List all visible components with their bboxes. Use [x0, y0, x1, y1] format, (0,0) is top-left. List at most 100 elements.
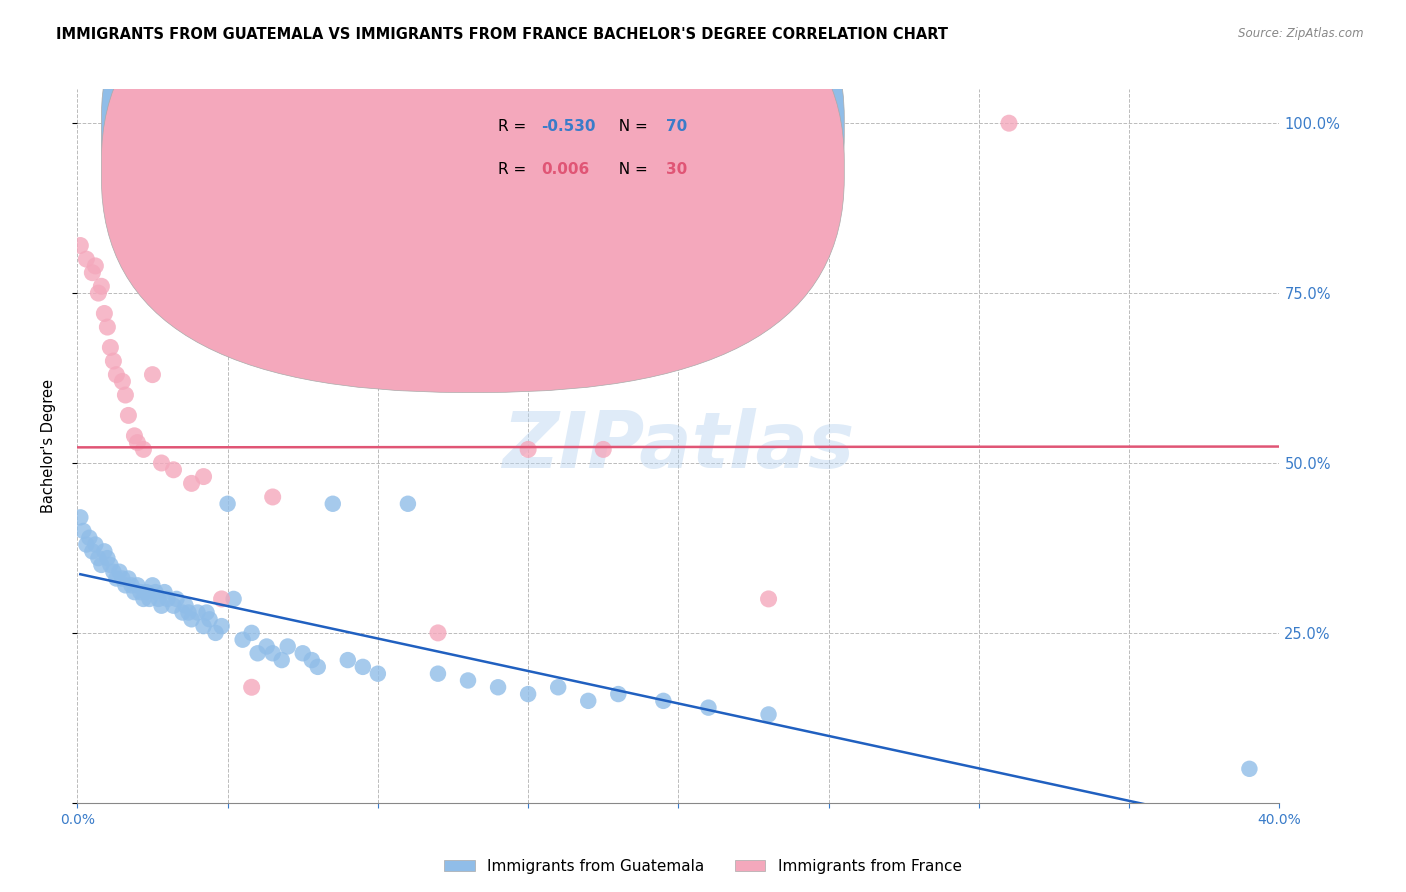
Point [141, 368, 163, 382]
Point [93, 306, 115, 320]
Point [758, 707, 780, 722]
Point [240, 626, 263, 640]
Point [120, 578, 142, 592]
Point [127, 435, 149, 450]
Point [72, 524, 94, 538]
Point [82, 266, 104, 280]
Point [90, 279, 112, 293]
Point [211, 619, 233, 633]
Point [87, 286, 110, 301]
Text: Source: ZipAtlas.com: Source: ZipAtlas.com [1239, 27, 1364, 40]
Point [352, 660, 374, 674]
Point [457, 673, 479, 688]
Point [75, 537, 97, 551]
Point [517, 442, 540, 457]
Point [79, 531, 101, 545]
Point [166, 591, 188, 606]
Point [517, 687, 540, 701]
Point [162, 463, 184, 477]
Point [111, 572, 134, 586]
Text: IMMIGRANTS FROM GUATEMALA VS IMMIGRANTS FROM FRANCE BACHELOR'S DEGREE CORRELATIO: IMMIGRANTS FROM GUATEMALA VS IMMIGRANTS … [56, 27, 948, 42]
Point [396, 497, 419, 511]
Point [93, 544, 115, 558]
Point [211, 591, 233, 606]
Point [697, 700, 720, 714]
Text: ZIPatlas: ZIPatlas [502, 408, 855, 484]
Point [177, 606, 200, 620]
Point [150, 599, 173, 613]
Point [105, 572, 128, 586]
Point [82, 544, 104, 558]
Point [486, 680, 509, 694]
Point [84, 537, 107, 551]
Point [174, 599, 197, 613]
Point [117, 409, 139, 423]
Point [148, 591, 170, 606]
Point [193, 469, 215, 483]
Text: N =: N = [609, 162, 652, 177]
Point [105, 368, 128, 382]
Point [240, 680, 263, 694]
Point [262, 490, 284, 504]
Point [103, 565, 125, 579]
Point [277, 640, 299, 654]
Point [90, 558, 112, 572]
Text: N =: N = [609, 120, 652, 134]
Point [270, 653, 292, 667]
Text: R =: R = [498, 120, 531, 134]
Point [150, 456, 173, 470]
Point [69, 510, 91, 524]
Text: R =: R = [498, 162, 536, 177]
Point [198, 612, 221, 626]
Point [193, 619, 215, 633]
Point [132, 442, 155, 457]
Point [114, 388, 136, 402]
Point [108, 565, 131, 579]
Point [100, 341, 122, 355]
Point [758, 591, 780, 606]
Point [156, 591, 179, 606]
Point [427, 626, 450, 640]
Point [232, 632, 254, 647]
FancyBboxPatch shape [432, 96, 769, 203]
Point [592, 442, 614, 457]
Point [135, 585, 157, 599]
Point [607, 687, 630, 701]
Point [195, 606, 218, 620]
Point [1239, 762, 1261, 776]
Point [172, 606, 194, 620]
Point [322, 497, 344, 511]
Point [103, 354, 125, 368]
Point [138, 591, 160, 606]
Point [141, 578, 163, 592]
Point [652, 694, 675, 708]
Point [153, 585, 176, 599]
Point [180, 476, 202, 491]
Point [367, 666, 389, 681]
Point [547, 680, 569, 694]
Point [87, 551, 110, 566]
Point [124, 585, 146, 599]
Text: 0.006: 0.006 [541, 162, 589, 177]
FancyBboxPatch shape [101, 0, 844, 392]
Point [124, 429, 146, 443]
Point [180, 612, 202, 626]
Point [217, 497, 239, 511]
Point [246, 646, 269, 660]
Point [75, 252, 97, 266]
Point [132, 591, 155, 606]
Point [291, 646, 314, 660]
Point [301, 653, 323, 667]
Point [336, 653, 359, 667]
Point [307, 660, 329, 674]
FancyBboxPatch shape [101, 0, 844, 350]
Point [262, 646, 284, 660]
Point [117, 572, 139, 586]
Point [111, 375, 134, 389]
Text: -0.530: -0.530 [541, 120, 596, 134]
Y-axis label: Bachelor's Degree: Bachelor's Degree [42, 379, 56, 513]
Point [96, 551, 118, 566]
Point [427, 666, 450, 681]
Point [69, 238, 91, 252]
Point [129, 585, 152, 599]
